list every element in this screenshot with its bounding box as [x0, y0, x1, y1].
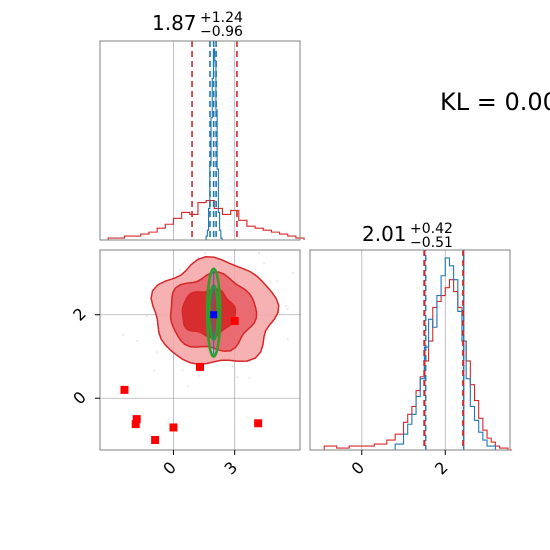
y-tick-label: 0 [69, 388, 90, 409]
sample-point [291, 272, 294, 274]
param-2-title: 2.01 +0.42 −0.51 [362, 221, 453, 251]
param-1-median: 1.87 [152, 11, 197, 35]
sample-point [287, 338, 289, 340]
blue-point-marker [210, 311, 218, 319]
param-1-upper-error: +1.24 [200, 10, 243, 26]
sample-point [286, 307, 289, 310]
sample-point [176, 175, 178, 177]
sample-point [187, 385, 190, 388]
param-1-lower-error: −0.96 [200, 24, 243, 40]
kl-annotation: KL = 0.00 [440, 88, 550, 116]
axes-frame [309, 249, 511, 451]
param-2-upper-error: +0.42 [410, 221, 453, 237]
x-tick-label: 3 [220, 458, 241, 479]
blue-histogram-series [386, 257, 500, 451]
axes-frame [99, 40, 301, 241]
sample-point [197, 375, 200, 377]
axes-frame [99, 249, 301, 451]
sample-point [228, 241, 230, 243]
joint-plot-area [100, 175, 309, 450]
param-2-median: 2.01 [362, 222, 407, 246]
red-point-marker [132, 415, 141, 424]
red-point-marker [196, 362, 204, 371]
red-histogram-series [311, 279, 513, 451]
param-1-histogram-panel [99, 40, 305, 241]
sample-point [181, 368, 184, 371]
sample-point [156, 351, 158, 353]
x-tick-label: 2 [431, 458, 452, 479]
joint-contour-panel: 0 3 0 2 [69, 175, 309, 479]
sample-point [236, 376, 239, 379]
sample-point [197, 256, 200, 259]
sample-point [258, 252, 261, 255]
sample-point [136, 340, 138, 342]
x-tick-label: 0 [159, 458, 180, 479]
sample-point [285, 305, 288, 307]
sample-point [153, 369, 156, 372]
sample-point [122, 334, 125, 336]
sample-point [145, 315, 148, 317]
param-1-title: 1.87 +1.24 −0.96 [152, 10, 243, 40]
sample-point [307, 267, 309, 269]
param-2-lower-error: −0.51 [410, 235, 453, 251]
sample-point [153, 323, 155, 325]
sample-point [204, 252, 206, 254]
red-point-marker [120, 385, 129, 394]
red-point-marker [151, 435, 160, 444]
red-point-marker [131, 420, 140, 429]
blue-histogram-series [205, 48, 223, 240]
red-point-marker [230, 316, 239, 325]
sample-point [248, 376, 251, 379]
green-contour [205, 267, 222, 358]
sample-point [276, 280, 279, 283]
sample-point [179, 268, 181, 271]
y-tick-label: 2 [69, 304, 90, 325]
sample-point [228, 198, 230, 200]
x-tick-label: 0 [348, 458, 369, 479]
sample-point [254, 268, 257, 271]
sample-point [232, 365, 234, 368]
red-point-marker [254, 419, 263, 428]
red-histogram-series [100, 200, 305, 241]
red-point-marker [169, 423, 178, 432]
sample-point [263, 262, 265, 265]
